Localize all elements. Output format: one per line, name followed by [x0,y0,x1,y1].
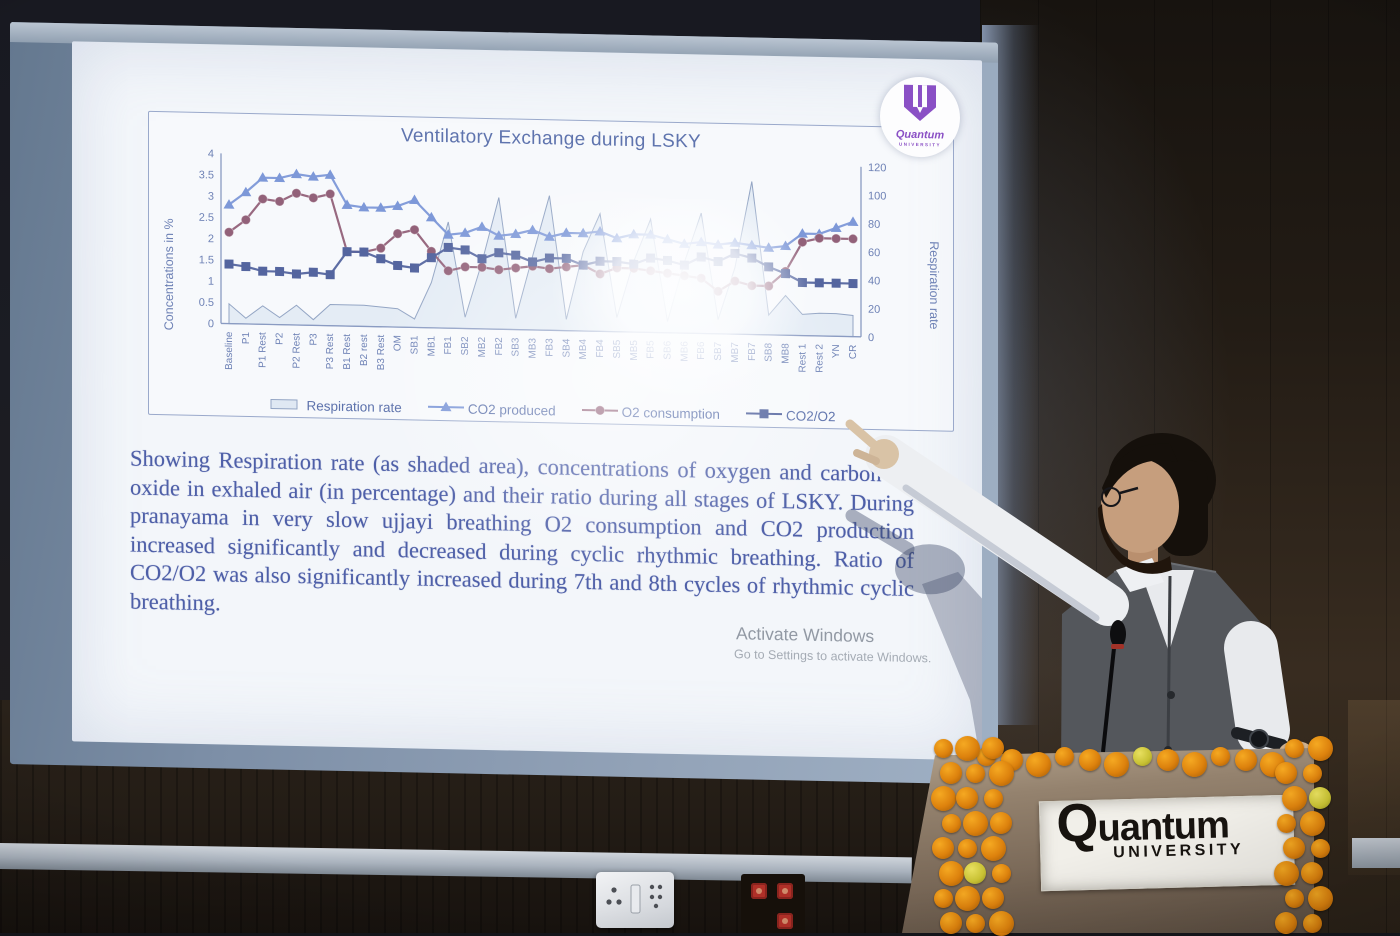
presenter-pointing-arm [845,419,1129,626]
legend-label: CO2/O2 [785,408,836,425]
legend-item-co2-o2: CO2/O2 [745,406,836,425]
svg-text:20: 20 [868,304,880,316]
svg-text:YN: YN [831,344,842,358]
pointing-finger [845,419,885,455]
svg-text:4: 4 [208,148,214,160]
svg-text:B2 rest: B2 rest [359,334,370,366]
svg-text:P2: P2 [275,332,286,345]
svg-text:0: 0 [208,318,214,330]
svg-text:MB2: MB2 [477,336,488,357]
svg-text:80: 80 [868,219,880,231]
svg-text:Rest 2: Rest 2 [814,343,825,373]
podium-sign-subname: UNIVERSITY [1113,840,1245,862]
svg-text:100: 100 [868,190,886,202]
svg-text:FB6: FB6 [696,341,707,360]
socket-icons [606,884,663,914]
connector-red-button [777,883,793,899]
svg-text:CR: CR [848,345,859,360]
y-axis-label-right: Respiration rate [927,241,941,330]
svg-text:40: 40 [868,275,880,287]
wall-trim-rail-right [1352,838,1400,868]
slide-paragraph: Showing Respiration rate (as shaded area… [130,445,914,616]
svg-text:B1 Rest: B1 Rest [342,334,353,370]
svg-text:3: 3 [208,191,214,203]
svg-text:MB7: MB7 [730,342,741,363]
svg-text:P1: P1 [241,331,252,344]
presenter-left-sleeve [1224,621,1290,757]
svg-text:FB1: FB1 [443,336,454,355]
svg-text:P3: P3 [308,333,319,346]
svg-text:FB5: FB5 [646,340,657,359]
svg-text:OM: OM [393,335,404,351]
svg-text:MB5: MB5 [629,340,640,361]
triangle-marker-icon [427,400,464,418]
square-marker-icon [745,406,782,424]
svg-text:3.5: 3.5 [199,169,214,181]
svg-text:SB3: SB3 [511,337,522,357]
svg-text:SB1: SB1 [410,335,421,355]
svg-text:SB4: SB4 [561,338,572,358]
legend-label: Respiration rate [306,398,402,416]
svg-text:Baseline: Baseline [224,331,235,370]
svg-text:FB3: FB3 [544,338,555,357]
legend-item-respiration-rate: Respiration rate [267,396,402,416]
svg-text:MB8: MB8 [781,343,792,364]
legend-item-co2-produced: CO2 produced [427,400,556,420]
y-axis-label-left: Concentrations in % [162,218,176,331]
svg-text:MB6: MB6 [679,341,690,362]
svg-text:SB8: SB8 [764,342,775,362]
glasses-icon [1101,487,1121,507]
svg-text:0.5: 0.5 [199,297,214,309]
svg-text:B3 Rest: B3 Rest [376,334,387,370]
svg-text:SB6: SB6 [662,340,673,360]
svg-text:Rest 1: Rest 1 [797,343,808,373]
svg-text:1.5: 1.5 [199,254,214,266]
legend-item-o2-consumption: O2 consumption [581,403,720,423]
logo-name: Quantum [895,128,945,142]
svg-text:60: 60 [868,247,880,259]
svg-text:P3 Rest: P3 Rest [325,333,336,369]
chart-panel: Ventilatory Exchange during LSKY 0 0.5 1 1.… [148,110,954,432]
circle-marker-icon [581,403,618,421]
area-swatch-icon [267,396,303,414]
connector-red-button [751,883,767,899]
svg-text:1: 1 [208,276,214,288]
power-outlet [596,872,674,928]
face [1101,459,1179,553]
svg-text:MB3: MB3 [528,337,539,358]
podium: Quantum UNIVERSITY [902,748,1314,933]
svg-text:FB7: FB7 [747,342,758,361]
chart-plot: 00.511.522.533.54020406080100120Baseline… [199,148,887,373]
connector-red-button [777,913,793,929]
svg-text:2.5: 2.5 [199,212,214,224]
university-logo-icon [904,84,936,122]
connector-panel [741,874,805,933]
svg-text:2: 2 [208,233,214,245]
legend-label: CO2 produced [467,401,556,419]
presenter-shirt-chest [1140,570,1194,652]
svg-text:SB2: SB2 [460,336,471,356]
svg-text:120: 120 [868,162,886,174]
university-logo-badge: Quantum UNIVERSITY [880,76,960,158]
svg-text:MB1: MB1 [426,335,437,356]
svg-text:0: 0 [868,332,874,344]
presenter-head [1098,433,1216,592]
microphone [1101,620,1126,753]
svg-text:FB4: FB4 [595,339,606,358]
svg-text:FB2: FB2 [494,337,505,356]
beard [1098,504,1172,574]
podium-sign: Quantum UNIVERSITY [1038,794,1296,892]
legend-label: O2 consumption [621,404,720,422]
svg-text:P2 Rest: P2 Rest [291,333,302,369]
svg-text:P1 Rest: P1 Rest [258,332,269,368]
svg-text:MB4: MB4 [578,338,589,359]
svg-text:SB7: SB7 [713,341,724,361]
svg-text:SB5: SB5 [612,339,623,359]
